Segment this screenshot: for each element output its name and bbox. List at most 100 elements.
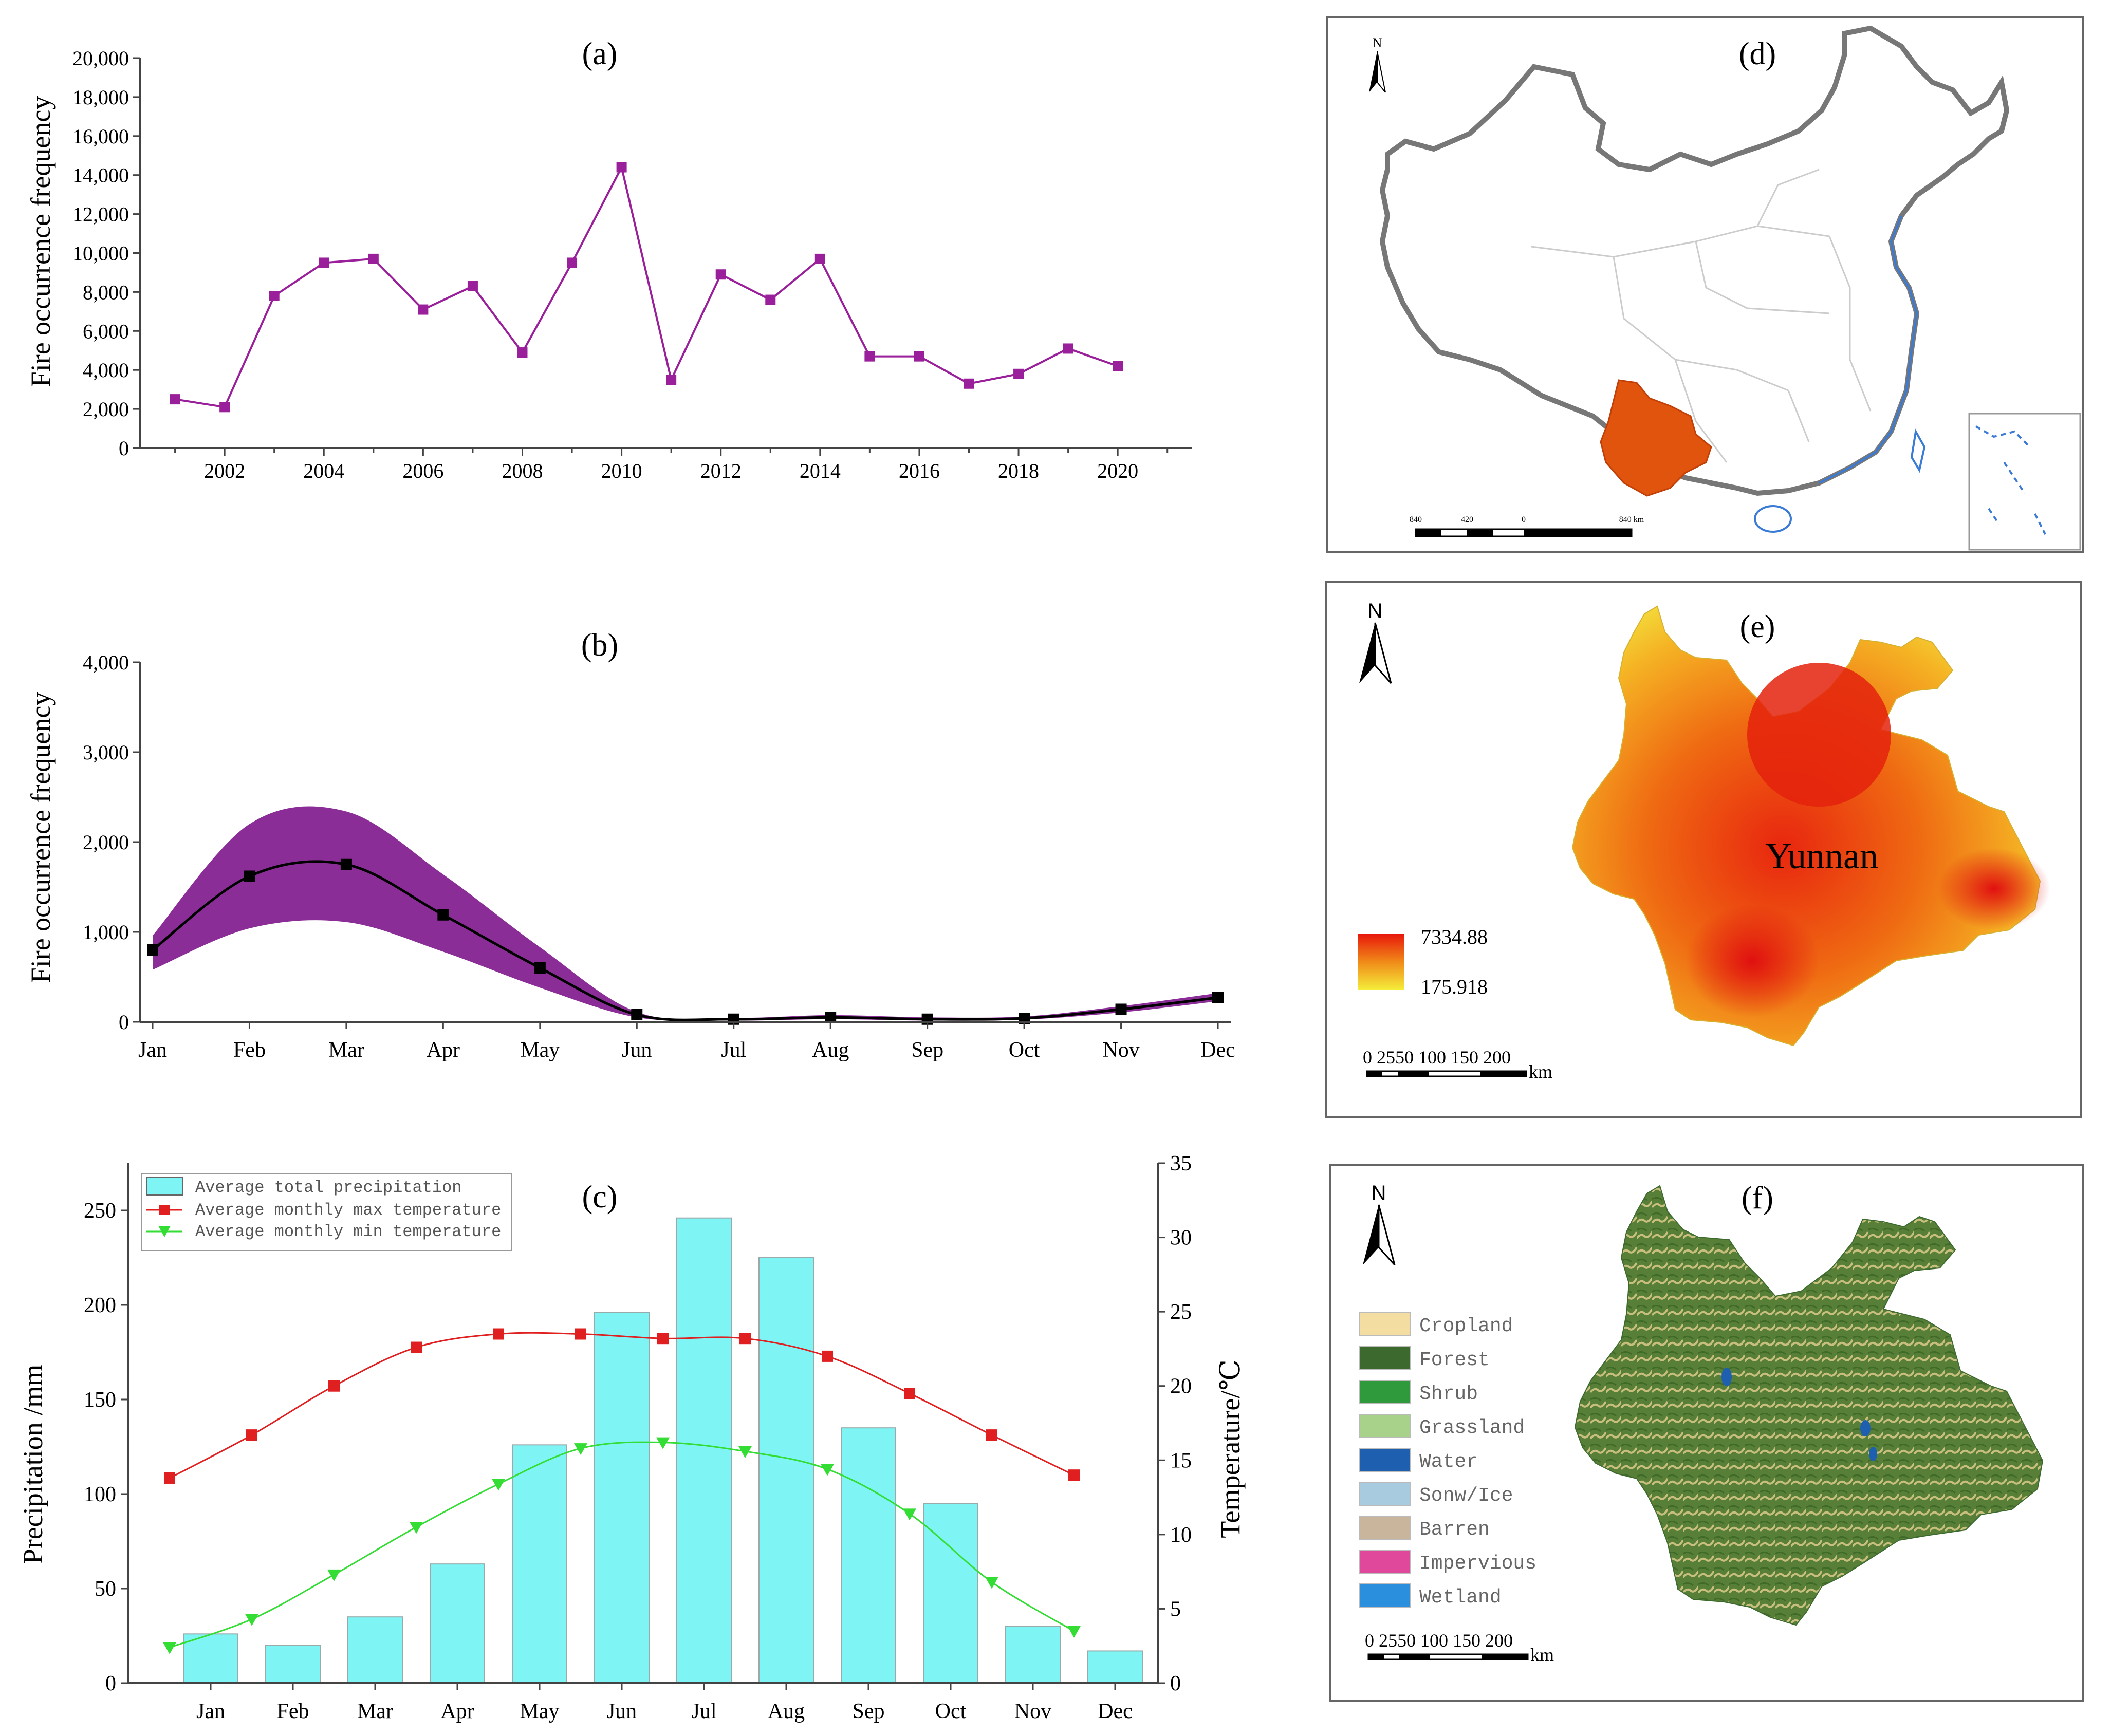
panel-c-min-point bbox=[738, 1446, 752, 1458]
panel-c-precip-bar bbox=[841, 1427, 896, 1684]
panel-b-xtick-label: Feb bbox=[233, 1038, 266, 1062]
panel-c-right-tick-label: 5 bbox=[1170, 1597, 1181, 1621]
panel-f-scale-seg3 bbox=[1482, 1654, 1528, 1659]
panel-c-xtick-label: Sep bbox=[853, 1700, 885, 1723]
panel-f-legend: Cropland Forest Shrub Grassland Water Sonw/Ic… bbox=[1359, 1312, 1536, 1609]
panel-f-legend-swatch bbox=[1359, 1414, 1411, 1438]
panel-a-point bbox=[864, 351, 875, 362]
panel-f-legend-swatch bbox=[1359, 1583, 1411, 1608]
panel-b-xtick-label: Oct bbox=[1009, 1038, 1040, 1062]
panel-b: (b) Fire occurrence frequency 0 1,000 2,00… bbox=[25, 628, 1235, 1062]
panel-c-right-tick-label: 20 bbox=[1170, 1375, 1192, 1398]
panel-c-max-point bbox=[739, 1333, 751, 1345]
panel-a-y-ticks: 0 2,000 4,000 6,000 8,000 10,000 12,000 14,000 1… bbox=[72, 47, 140, 460]
panel-f-legend-label: Impervious bbox=[1419, 1553, 1536, 1575]
panel-f-north-label: N bbox=[1372, 1182, 1386, 1204]
panel-b-xtick-label: May bbox=[520, 1038, 560, 1062]
panel-b-point bbox=[244, 870, 255, 882]
scale-bar-seg-2 bbox=[1467, 529, 1493, 536]
panel-a-ytick-label: 6,000 bbox=[83, 320, 129, 343]
panel-c-precip-bar bbox=[594, 1312, 650, 1684]
panel-a-xtick-label: 2004 bbox=[303, 459, 344, 482]
panel-c-precip-bar bbox=[676, 1217, 732, 1684]
panel-b-ytick-label: 0 bbox=[119, 1011, 129, 1034]
panel-c-precip-bar bbox=[923, 1503, 978, 1684]
panel-b-ytick-label: 1,000 bbox=[83, 921, 129, 944]
panel-c-max-temp-points bbox=[164, 1328, 1080, 1484]
panel-a-ytick-label: 2,000 bbox=[83, 398, 129, 421]
panel-c-precip-bar bbox=[430, 1563, 485, 1684]
panel-c-right-tick-label: 35 bbox=[1170, 1152, 1192, 1175]
panel-e-scale-unit: km bbox=[1529, 1061, 1552, 1082]
panel-a-point bbox=[814, 253, 825, 264]
panel-a-point bbox=[567, 257, 578, 268]
panel-c-left-tick-label: 100 bbox=[84, 1483, 116, 1506]
panel-f-legend-swatch bbox=[1359, 1312, 1411, 1336]
panel-c-right-tick-label: 10 bbox=[1170, 1523, 1192, 1547]
panel-b-ytick-label: 2,000 bbox=[83, 831, 129, 854]
panel-f-scale-seg1 bbox=[1368, 1654, 1384, 1659]
panel-a-ylabel: Fire occurrence frequency bbox=[25, 96, 56, 387]
panel-a-xtick-label: 2014 bbox=[800, 459, 841, 482]
panel-c-max-temp-line bbox=[169, 1332, 1075, 1479]
panel-b-xtick-label: Aug bbox=[812, 1038, 849, 1062]
panel-e-north-arrow-icon bbox=[1359, 623, 1375, 683]
scale-label-1: 420 bbox=[1461, 515, 1473, 524]
panel-c-min-temp-line bbox=[169, 1441, 1075, 1649]
scale-label-3: 840 km bbox=[1619, 515, 1644, 524]
panel-b-ylabel: Fire occurrence frequency bbox=[25, 692, 56, 983]
panel-e-label: (e) bbox=[1740, 609, 1775, 644]
panel-c-xtick-label: Nov bbox=[1014, 1700, 1051, 1723]
panel-a-xtick-label: 2018 bbox=[998, 459, 1039, 482]
heat-hotspot-east bbox=[1937, 848, 2050, 930]
panel-b-point bbox=[825, 1012, 837, 1023]
panel-a-ytick-label: 16,000 bbox=[72, 125, 129, 148]
heat-hotspot-north bbox=[1747, 663, 1891, 807]
hainan-island bbox=[1754, 505, 1792, 533]
panel-a-ytick-label: 8,000 bbox=[83, 281, 129, 304]
panel-c-max-point bbox=[575, 1328, 586, 1340]
panel-e-scale-text: 0 2550 100 150 200 bbox=[1363, 1047, 1511, 1068]
panel-d-label: (d) bbox=[1739, 36, 1776, 71]
panel-b-xtick-label: Apr bbox=[427, 1038, 460, 1062]
panel-a-point bbox=[170, 394, 180, 405]
panel-e-scale-seg3 bbox=[1480, 1071, 1526, 1076]
panel-a-point bbox=[517, 347, 528, 358]
panel-a-xtick-label: 2002 bbox=[204, 459, 245, 482]
panel-f-scale-unit: km bbox=[1530, 1645, 1554, 1665]
panel-b-xtick-label: Mar bbox=[328, 1038, 364, 1062]
panel-a-point bbox=[467, 281, 478, 292]
panel-c-xtick-label: Aug bbox=[768, 1700, 805, 1723]
panel-c-precip-bar bbox=[183, 1633, 238, 1684]
panel-a-ytick-label: 14,000 bbox=[72, 164, 129, 187]
south-china-sea-inset bbox=[1968, 413, 2081, 551]
panel-c-ylabel-right: Temperature/℃ bbox=[1215, 1359, 1246, 1538]
panel-c-min-point bbox=[821, 1464, 834, 1476]
scale-bar-seg-1 bbox=[1416, 529, 1441, 536]
panel-c-min-point bbox=[656, 1437, 670, 1449]
panel-f-legend-label: Barren bbox=[1419, 1519, 1490, 1541]
panel-c-bars bbox=[183, 1217, 1143, 1684]
panel-b-point bbox=[437, 909, 449, 921]
panel-b-xtick-label: Jul bbox=[721, 1038, 746, 1062]
panel-f-legend-label: Cropland bbox=[1419, 1315, 1513, 1337]
panel-c-xtick-label: Jun bbox=[607, 1700, 637, 1723]
panel-c-max-point bbox=[493, 1328, 504, 1340]
panel-b-point bbox=[1115, 1003, 1127, 1015]
legend-marker-max bbox=[159, 1205, 170, 1215]
panel-c-max-point bbox=[657, 1333, 669, 1345]
panel-d: (d) N 840 420 0 840 km bbox=[1326, 16, 2084, 553]
panel-c-xtick-label: Mar bbox=[357, 1700, 393, 1723]
panel-e-scale-seg2 bbox=[1398, 1071, 1429, 1076]
panel-c-xtick-label: May bbox=[520, 1700, 560, 1723]
panel-a-point bbox=[269, 290, 280, 301]
panel-e-scale-seg1 bbox=[1367, 1071, 1382, 1076]
panel-c-left-tick-label: 250 bbox=[84, 1199, 116, 1223]
panel-c-legend: Average total precipitation Average mont… bbox=[141, 1173, 512, 1251]
panel-c-xtick-label: Feb bbox=[277, 1700, 309, 1723]
panel-e-legend-low: 175.918 bbox=[1421, 975, 1488, 998]
panel-d-north-arrow-icon-half bbox=[1377, 51, 1386, 93]
panel-c-right-tick-label: 25 bbox=[1170, 1300, 1192, 1324]
lake-1 bbox=[1721, 1368, 1732, 1386]
panel-c-left-tick-label: 50 bbox=[95, 1577, 116, 1601]
